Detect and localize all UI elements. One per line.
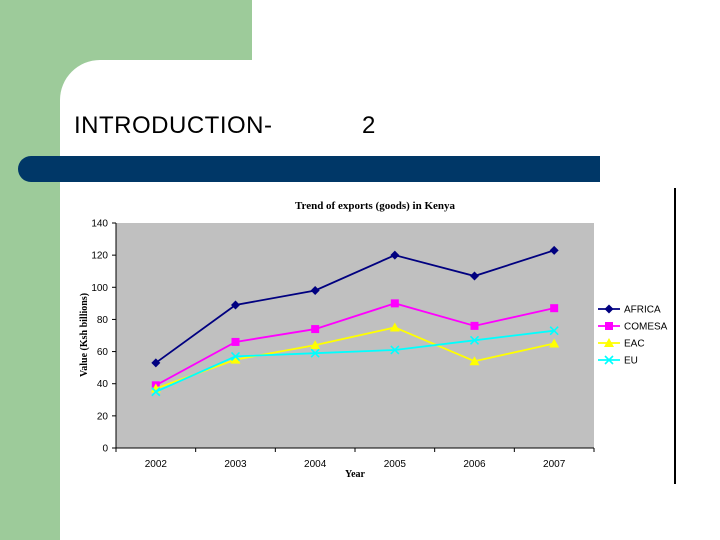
x-axis-ticks: 2002 2003 2004 2005 2006 2007 bbox=[115, 448, 595, 470]
slide-title-number: 2 bbox=[362, 112, 376, 139]
legend-item-eu: EU bbox=[598, 355, 638, 367]
x-tick-label: 2002 bbox=[145, 459, 168, 470]
data-point-africa bbox=[390, 250, 400, 260]
data-point-eac bbox=[469, 356, 480, 366]
y-tick-label: 140 bbox=[91, 219, 108, 230]
data-point-comesa bbox=[231, 337, 240, 346]
slide-title: INTRODUCTION- bbox=[74, 112, 273, 139]
data-point-comesa bbox=[390, 299, 399, 308]
series-eu bbox=[151, 326, 559, 397]
data-point-eac bbox=[389, 322, 400, 332]
data-point-eu bbox=[549, 326, 559, 336]
chart-frame-rule bbox=[674, 188, 676, 484]
data-point-africa bbox=[151, 358, 161, 368]
y-tick-label: 0 bbox=[102, 444, 108, 455]
series-line-eu bbox=[155, 329, 555, 393]
data-point-africa bbox=[310, 286, 320, 295]
legend-label-comesa: COMESA bbox=[624, 322, 668, 333]
x-tick-label: 2005 bbox=[384, 459, 407, 470]
y-tick-label: 80 bbox=[97, 315, 109, 326]
x-tick-label: 2003 bbox=[224, 459, 247, 470]
y-tick-label: 20 bbox=[97, 411, 109, 422]
data-point-eu bbox=[230, 351, 241, 361]
legend-marker-africa bbox=[604, 304, 614, 314]
legend-marker-comesa bbox=[605, 322, 613, 330]
exports-line-chart: Trend of exports (goods) in Kenya 0 20 40 6… bbox=[79, 200, 668, 480]
data-point-eu bbox=[310, 348, 320, 358]
data-point-africa bbox=[231, 300, 240, 310]
y-axis-ticks: 0 20 40 60 80 100 120 140 bbox=[91, 219, 116, 455]
x-tick-label: 2004 bbox=[304, 459, 327, 470]
y-tick-label: 120 bbox=[91, 251, 108, 262]
data-point-africa bbox=[470, 271, 479, 281]
legend-marker-eu bbox=[604, 355, 614, 365]
series-line-comesa bbox=[155, 302, 555, 387]
chart-legend: AFRICA COMESA EAC EU bbox=[598, 304, 668, 367]
data-point-comesa bbox=[311, 325, 320, 334]
legend-item-comesa: COMESA bbox=[598, 322, 668, 333]
y-tick-label: 40 bbox=[97, 379, 109, 390]
x-axis-label: Year bbox=[345, 469, 366, 480]
x-tick-label: 2006 bbox=[463, 459, 486, 470]
series-africa bbox=[151, 245, 559, 368]
legend-item-eac: EAC bbox=[598, 338, 645, 350]
title-underline-bar bbox=[18, 156, 600, 182]
data-point-comesa bbox=[470, 321, 479, 330]
series-line-eac bbox=[155, 326, 555, 390]
data-point-africa bbox=[549, 245, 559, 255]
legend-label-africa: AFRICA bbox=[624, 305, 661, 316]
legend-label-eac: EAC bbox=[624, 339, 645, 350]
x-tick-label: 2007 bbox=[543, 459, 566, 470]
series-layer bbox=[150, 245, 560, 397]
series-line-africa bbox=[155, 249, 555, 364]
data-point-eu bbox=[151, 387, 161, 397]
y-tick-label: 60 bbox=[97, 347, 109, 358]
data-point-eac bbox=[549, 338, 560, 348]
data-point-eac bbox=[230, 354, 241, 364]
y-tick-label: 100 bbox=[91, 283, 108, 294]
y-axis-label: Value (Ksh billions) bbox=[79, 293, 90, 377]
legend-item-africa: AFRICA bbox=[598, 304, 661, 316]
data-point-comesa bbox=[550, 304, 559, 313]
legend-marker-eac bbox=[604, 338, 614, 347]
data-point-eac bbox=[310, 340, 321, 350]
data-point-eu bbox=[390, 345, 400, 355]
data-point-eu bbox=[469, 335, 480, 345]
chart-title: Trend of exports (goods) in Kenya bbox=[295, 200, 456, 212]
legend-label-eu: EU bbox=[624, 356, 638, 367]
